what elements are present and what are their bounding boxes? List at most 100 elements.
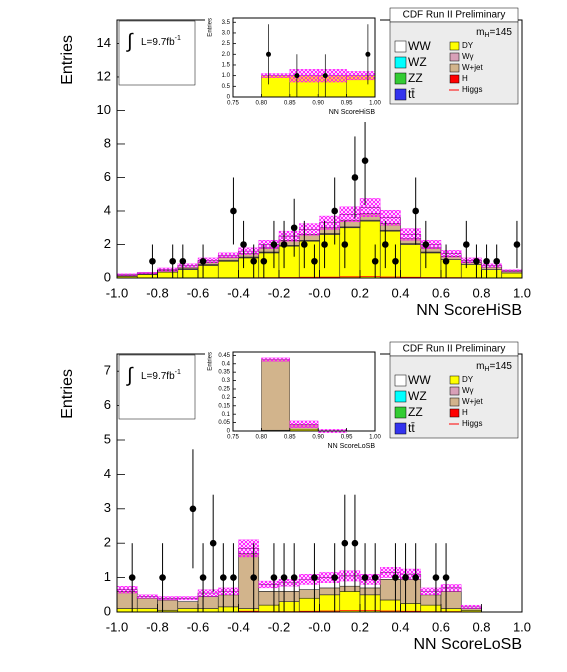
- uncertainty-band: [137, 271, 158, 274]
- uncertainty-band: [318, 69, 347, 83]
- data-point: [189, 505, 197, 513]
- histogram-bar: [177, 608, 199, 613]
- legend-swatch: [449, 397, 460, 407]
- inset-y-axis-title: Entries: [208, 18, 214, 37]
- uncertainty-band: [157, 596, 178, 601]
- histogram-bar: [339, 585, 361, 592]
- x-tick-label: 0.80: [256, 435, 268, 441]
- y-tick-label: 0: [227, 95, 231, 101]
- y-tick-label: 0.4: [222, 361, 231, 367]
- x-tick-label: 0.2: [351, 619, 369, 634]
- lumi-box: [118, 354, 196, 420]
- uncertainty-band: [289, 69, 319, 83]
- legend-label: ZZ: [408, 405, 423, 419]
- y-tick-label: 0: [104, 269, 111, 284]
- histogram-bar: [298, 597, 320, 613]
- x-tick-label: -0.2: [268, 285, 290, 300]
- data-point: [169, 257, 176, 265]
- legend-swatch: [449, 74, 460, 84]
- mass-subscript: H: [484, 366, 489, 373]
- uncertainty-band: [238, 247, 259, 255]
- x-tick-label: 1.0: [513, 619, 531, 634]
- uncertainty-band: [339, 206, 361, 223]
- y-tick-label: 6: [104, 169, 111, 184]
- x-tick-label: 0.75: [227, 101, 239, 107]
- y-tick-label: 10: [97, 102, 111, 117]
- uncertainty-band: [258, 580, 280, 589]
- y-tick-label: 0.25: [218, 387, 230, 393]
- histogram-bar: [359, 594, 381, 613]
- histogram-bar: [278, 601, 300, 613]
- data-point: [493, 257, 500, 265]
- y-tick-label: 7: [104, 363, 111, 378]
- data-point: [463, 241, 470, 248]
- y-tick-label: 0.5: [222, 84, 231, 90]
- uncertainty-band: [400, 568, 421, 580]
- data-point: [365, 51, 371, 57]
- data-point: [270, 241, 278, 248]
- histogram-bar: [116, 591, 138, 609]
- data-point: [371, 574, 379, 581]
- legend-label: tt̄: [408, 421, 415, 435]
- inset-x-axis-title: NN ScoreHiSB: [329, 109, 376, 116]
- uncertainty-band: [481, 263, 502, 268]
- mass-label: mH=145: [476, 361, 512, 373]
- uncertainty-band: [380, 209, 401, 226]
- x-tick-label: -0.2: [268, 619, 290, 634]
- histogram-bar: [339, 227, 361, 279]
- y-tick-label: 3.5: [222, 20, 231, 26]
- y-tick-label: 3: [104, 500, 111, 515]
- data-point: [250, 257, 257, 265]
- uncertainty-band: [440, 250, 462, 258]
- legend-swatch: [394, 56, 407, 69]
- histogram-bar: [217, 260, 239, 279]
- x-tick-label: 0.85: [284, 101, 296, 107]
- chart-title: CDF Run II Preliminary: [403, 344, 506, 355]
- y-tick-label: 0: [104, 603, 111, 618]
- x-tick-label: -0.0: [308, 285, 330, 300]
- data-point: [260, 257, 268, 265]
- histogram-bar: [278, 245, 300, 279]
- uncertainty-band: [501, 269, 523, 272]
- histogram-bar: [481, 266, 503, 270]
- uncertainty-band: [116, 273, 138, 276]
- histogram-bar: [197, 265, 219, 279]
- inset-x-axis-title: NN ScoreLoSB: [328, 443, 376, 450]
- histogram-bar: [261, 359, 290, 431]
- data-point: [290, 574, 298, 581]
- y-tick-label: 1.5: [222, 63, 231, 69]
- uncertainty-band: [218, 587, 239, 595]
- legend-swatch: [449, 408, 460, 418]
- x-axis-title: NN ScoreHiSB: [416, 302, 522, 319]
- histogram-bar: [136, 597, 158, 609]
- plot-frame: [232, 17, 376, 98]
- data-point: [321, 241, 328, 248]
- x-tick-label: 0.6: [432, 285, 450, 300]
- y-axis-title: Entries: [59, 35, 76, 85]
- histogram-bar: [400, 244, 422, 279]
- legend-label: tt̄: [408, 87, 415, 101]
- data-point: [179, 257, 187, 265]
- x-tick-label: -0.0: [308, 619, 330, 634]
- data-point: [301, 241, 308, 248]
- data-point: [230, 207, 237, 215]
- x-tick-label: 1.0: [513, 285, 531, 300]
- data-point: [209, 539, 217, 547]
- uncertainty-band: [359, 574, 381, 585]
- legend-label: Higgs: [462, 419, 482, 428]
- legend-swatch: [394, 390, 407, 403]
- legend-swatch: [449, 386, 460, 396]
- data-point: [311, 257, 318, 265]
- data-point: [473, 257, 480, 265]
- data-point: [220, 574, 227, 581]
- y-tick-label: 0.35: [218, 370, 230, 376]
- uncertainty-band: [278, 579, 300, 587]
- legend-swatch: [394, 40, 407, 53]
- histogram-bar: [400, 603, 422, 613]
- x-tick-label: 0.95: [341, 435, 353, 441]
- data-point: [331, 574, 338, 581]
- x-tick-label: 0.4: [391, 619, 409, 634]
- histogram-bar: [379, 230, 401, 279]
- x-tick-label: -0.4: [227, 619, 249, 634]
- uncertainty-band: [177, 596, 199, 601]
